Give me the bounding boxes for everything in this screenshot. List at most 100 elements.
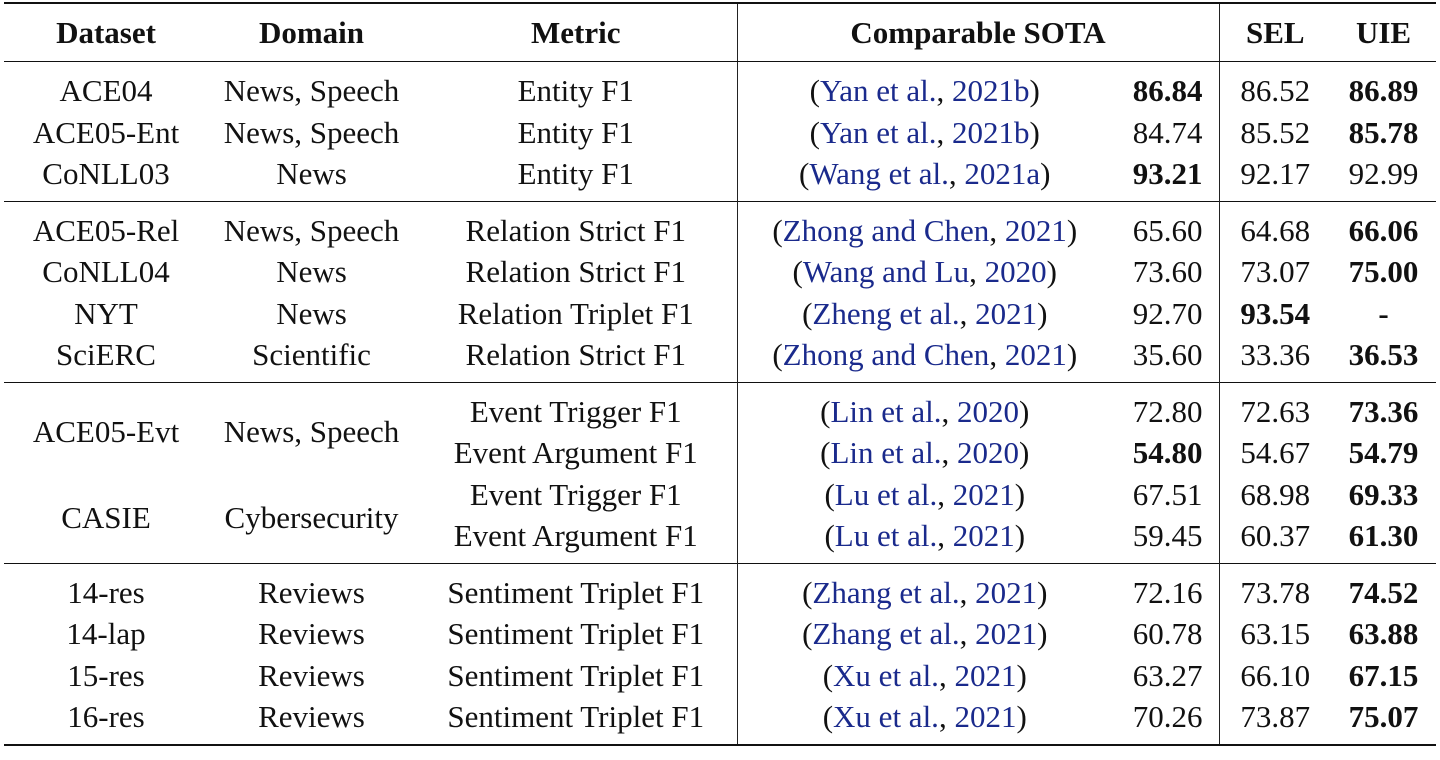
- citation-author-link[interactable]: Zhong and Chen: [782, 337, 990, 372]
- cell-dataset: 14-res: [4, 562, 208, 613]
- citation-author-link[interactable]: Lin et al.: [830, 435, 942, 470]
- citation-close-paren: ): [1046, 254, 1057, 289]
- row-group: 14-res Reviews Sentiment Triplet F1 (Zhang …: [4, 562, 1437, 746]
- cell-sota-score-text: 86.84: [1132, 73, 1203, 108]
- citation-year-link[interactable]: 2020: [984, 254, 1047, 289]
- citation-author-link[interactable]: Wang and Lu: [802, 254, 970, 289]
- cell-sota-score: 35.60: [1112, 334, 1219, 382]
- cell-citation: (Lu et al., 2021): [736, 515, 1112, 563]
- citation-author-link[interactable]: Zheng et al.: [812, 295, 960, 331]
- citation-year-link[interactable]: 2021: [975, 295, 1038, 331]
- citation-close-paren: ): [1014, 518, 1026, 553]
- cell-domain-text: Reviews: [258, 699, 365, 734]
- citation-author-link[interactable]: Lin et al.: [830, 393, 942, 429]
- citation-author-link[interactable]: Zhang et al.: [812, 574, 960, 610]
- cell-sota-score: 86.84: [1112, 62, 1219, 112]
- cell-metric-text: Sentiment Triplet F1: [447, 616, 705, 651]
- cell-sota-score: 84.74: [1112, 112, 1219, 154]
- citation-open-paren: (: [799, 156, 810, 191]
- table-row: 16-res Reviews Sentiment Triplet F1 (Xu et …: [4, 696, 1437, 746]
- citation-year-link[interactable]: 2021a: [964, 156, 1041, 191]
- cell-dataset-text: ACE05-Ent: [32, 114, 180, 150]
- cell-dataset-text: SciERC: [56, 337, 156, 372]
- cell-sel-score-text: 92.17: [1240, 156, 1311, 191]
- cell-sel-score-text: 73.07: [1240, 254, 1311, 289]
- table-row: CoNLL03 News Entity F1 (Wang et al., 2021a)…: [4, 153, 1436, 201]
- cell-sel-score: 73.78: [1218, 562, 1332, 613]
- citation-year-link[interactable]: 2021b: [952, 73, 1030, 108]
- cell-citation: (Zhang et al., 2021): [736, 562, 1112, 613]
- cell-sel-score: 64.68: [1218, 200, 1332, 251]
- cell-uie-score: 67.15: [1331, 655, 1436, 697]
- cell-citation: (Wang and Lu, 2020): [736, 251, 1112, 293]
- cell-domain: Scientific: [208, 334, 415, 382]
- citation-year-link[interactable]: 2020: [957, 393, 1020, 429]
- citation-author-link[interactable]: Lu et al.: [834, 476, 938, 512]
- cell-metric: Sentiment Triplet F1: [415, 562, 737, 613]
- cell-sel-score-text: 54.67: [1240, 435, 1311, 470]
- cell-domain: News: [208, 293, 415, 335]
- cell-domain-text: News, Speech: [223, 414, 400, 450]
- cell-domain: News, Speech: [208, 381, 415, 474]
- cell-sota-score-text: 54.80: [1132, 435, 1203, 470]
- citation-author-link[interactable]: Zhong and Chen: [782, 212, 990, 248]
- citation-author-link[interactable]: Yan et al.: [819, 73, 937, 108]
- cell-sota-score: 70.26: [1112, 696, 1220, 746]
- cell-uie-score: 85.78: [1331, 112, 1436, 154]
- citation-year-link[interactable]: 2021: [952, 476, 1015, 512]
- citation-separator: ,: [941, 435, 958, 470]
- cell-uie-score: -: [1331, 293, 1436, 335]
- cell-sota-score-text: 72.80: [1132, 393, 1203, 429]
- cell-domain: News, Speech: [208, 112, 415, 154]
- citation-author-link[interactable]: Lu et al.: [834, 518, 938, 553]
- cell-citation: (Lin et al., 2020): [736, 381, 1112, 432]
- table-row: ACE04 News, Speech Entity F1 (Yan et al., 2…: [4, 61, 1436, 112]
- cell-sota-score: 60.78: [1112, 613, 1219, 655]
- citation-year-link[interactable]: 2021: [975, 574, 1038, 610]
- citation-separator: ,: [941, 393, 958, 429]
- citation-close-paren: ): [1016, 699, 1027, 734]
- citation-close-paren: ): [1029, 114, 1040, 150]
- citation-year-link[interactable]: 2021: [1004, 212, 1067, 248]
- citation-close-paren: ): [1037, 616, 1048, 651]
- citation-open-paren: (: [802, 295, 813, 331]
- citation-year-link[interactable]: 2021: [954, 657, 1017, 693]
- cell-uie-score-text: 74.52: [1348, 574, 1419, 610]
- cell-citation: (Zhang et al., 2021): [736, 613, 1112, 655]
- citation-year-link[interactable]: 2021: [1004, 337, 1067, 372]
- cell-domain: Reviews: [208, 562, 415, 613]
- cell-sota-score: 73.60: [1112, 251, 1219, 293]
- citation-year-link[interactable]: 2021: [952, 518, 1015, 553]
- cell-metric: Sentiment Triplet F1: [415, 613, 737, 655]
- cell-uie-score: 54.79: [1331, 432, 1436, 474]
- cell-sota-score: 72.16: [1112, 562, 1220, 613]
- cell-sel-score-text: 85.52: [1240, 114, 1311, 150]
- cell-citation: (Xu et al., 2021): [736, 696, 1112, 746]
- cell-domain: Reviews: [208, 613, 415, 655]
- citation-author-link[interactable]: Xu et al.: [833, 657, 939, 693]
- cell-sel-score-text: 63.15: [1240, 616, 1311, 651]
- citation-author-link[interactable]: Wang et al.: [809, 156, 949, 191]
- cell-sel-score-text: 64.68: [1240, 212, 1311, 248]
- citation-year-link[interactable]: 2021: [975, 616, 1038, 651]
- cell-metric: Entity F1: [415, 112, 737, 154]
- cell-sel-score-text: 60.37: [1240, 518, 1311, 553]
- citation-author-link[interactable]: Yan et al.: [819, 114, 937, 150]
- cell-metric-text: Sentiment Triplet F1: [447, 699, 705, 734]
- citation-year-link[interactable]: 2021b: [952, 114, 1030, 150]
- header-dataset: Dataset: [4, 2, 208, 62]
- citation-author-link[interactable]: Zhang et al.: [812, 616, 960, 651]
- cell-sel-score: 73.07: [1218, 251, 1332, 293]
- cell-sel-score: 33.36: [1218, 334, 1332, 382]
- cell-sel-score-text: 73.78: [1240, 574, 1311, 610]
- cell-dataset: ACE05-Evt: [4, 381, 208, 474]
- citation-year-link[interactable]: 2020: [957, 435, 1020, 470]
- cell-dataset-text: 14-res: [67, 574, 145, 610]
- citation-year-link[interactable]: 2021: [954, 699, 1017, 734]
- citation-author-link[interactable]: Xu et al.: [833, 699, 939, 734]
- cell-metric: Event Argument F1: [415, 515, 737, 563]
- cell-dataset-text: CASIE: [61, 500, 151, 536]
- cell-citation: (Yan et al., 2021b): [736, 61, 1112, 112]
- cell-dataset: ACE05-Rel: [4, 200, 208, 251]
- cell-uie-score-text: 75.07: [1348, 699, 1419, 734]
